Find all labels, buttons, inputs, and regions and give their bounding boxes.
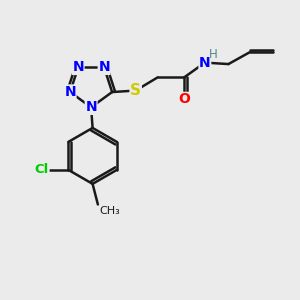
Text: CH₃: CH₃ — [99, 206, 120, 216]
Text: N: N — [64, 85, 76, 99]
Text: N: N — [199, 56, 211, 70]
Text: O: O — [178, 92, 190, 106]
Text: H: H — [209, 48, 218, 61]
Text: N: N — [72, 60, 84, 74]
Text: Cl: Cl — [35, 164, 49, 176]
Text: N: N — [98, 60, 110, 74]
Text: S: S — [130, 83, 141, 98]
Text: N: N — [85, 100, 97, 114]
